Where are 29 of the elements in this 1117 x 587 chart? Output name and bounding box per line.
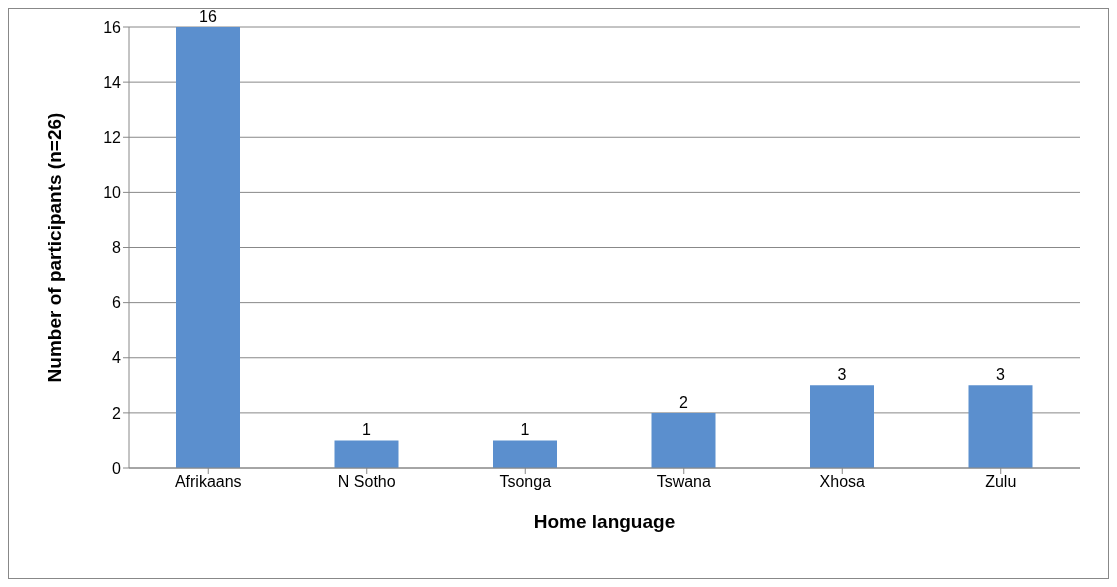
data-label: 2 bbox=[679, 393, 689, 411]
data-label: 1 bbox=[520, 421, 530, 439]
x-tick-label: N Sotho bbox=[337, 473, 396, 491]
x-tick-label: Tsonga bbox=[499, 473, 552, 491]
data-label: 3 bbox=[996, 366, 1006, 384]
data-label: 1 bbox=[362, 421, 372, 439]
y-tick-label: 14 bbox=[103, 73, 122, 91]
y-tick-label: 10 bbox=[103, 184, 122, 202]
bar bbox=[651, 412, 716, 468]
data-label: 16 bbox=[199, 8, 217, 25]
x-tick-label: Zulu bbox=[985, 473, 1017, 491]
y-tick-label: 16 bbox=[103, 18, 122, 36]
x-tick-label: Tswana bbox=[656, 473, 711, 491]
y-tick-label: 6 bbox=[112, 294, 122, 312]
bar bbox=[810, 385, 874, 468]
y-tick-label: 8 bbox=[112, 239, 122, 257]
y-tick-label: 4 bbox=[112, 349, 122, 367]
x-tick-label: Afrikaans bbox=[174, 473, 242, 491]
x-axis-title: Home language bbox=[533, 511, 676, 532]
bar bbox=[968, 385, 1033, 468]
bar bbox=[493, 440, 557, 468]
x-tick-label: Xhosa bbox=[819, 473, 866, 491]
y-axis-title: Number of participants (n=26) bbox=[43, 112, 65, 383]
y-tick-label: 2 bbox=[112, 404, 122, 422]
y-tick-label: 12 bbox=[103, 128, 122, 146]
y-tick-label: 0 bbox=[112, 459, 122, 477]
bar bbox=[334, 440, 399, 468]
bar bbox=[176, 27, 240, 468]
data-label: 3 bbox=[837, 366, 847, 384]
